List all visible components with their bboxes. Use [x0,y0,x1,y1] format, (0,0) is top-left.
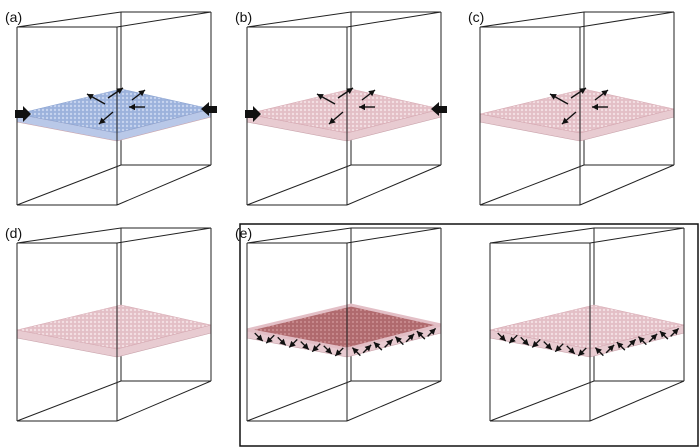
shear-arrow-up-right-2 [594,89,609,101]
box-edge-bottom-right [579,164,675,206]
edge-arrow [362,344,372,354]
edge-arrow [566,345,576,355]
atom-slab [16,304,212,358]
shear-arrow-up-left [86,93,106,105]
box-edge-bottom-left [16,164,122,206]
edge-arrow [351,347,361,357]
shear-arrow-left [592,103,608,111]
edge-arrow [670,327,680,337]
edge-arrow [323,345,333,355]
shear-arrow-up-right-1 [337,87,354,99]
edge-arrow [577,347,587,357]
edge-arrow [394,336,404,346]
edge-arrow [531,338,541,348]
box-top-face [489,227,685,244]
box-edge-bottom-right [346,164,442,206]
edge-arrow [543,341,553,351]
edge-arrow [637,336,647,346]
panel-label: (a) [5,9,22,25]
panel-b: (b) [235,9,447,206]
box-edge-bottom-left [246,164,352,206]
edge-arrow [300,341,310,351]
box-top-face [16,227,212,244]
atom-slab [489,304,685,358]
panel-d: (d) [5,225,212,422]
edge-arrow [497,332,507,342]
box-top-face [16,11,212,28]
shear-arrow-down-left [98,111,114,125]
edge-arrow [648,333,658,343]
edge-arrow [594,347,604,357]
panel-a: (a) [5,9,217,206]
edge-arrow [311,343,321,353]
shear-arrows [316,87,376,125]
shear-arrows [549,87,609,125]
shear-arrows [86,87,146,125]
edge-arrow [616,341,626,351]
edge-arrow [384,338,394,348]
panel-e-frame [239,223,699,447]
edge-arrow [627,338,637,348]
box-edge-bottom-left [489,380,595,422]
edge-arrow [508,334,518,344]
edge-arrow [520,336,530,346]
edge-arrows [497,327,680,357]
shear-arrow-down-left [328,111,344,125]
edge-arrow [416,330,426,340]
atom-slab [246,303,442,358]
shear-arrow-left [129,103,145,111]
box-edge-bottom-right [346,380,442,422]
loading-arrow-right [245,106,261,122]
edge-arrow [554,343,564,353]
panel-e-left: (e) [235,225,442,422]
shear-arrow-up-right-2 [131,89,146,101]
panel-label: (b) [235,9,252,25]
edge-arrow [254,332,264,342]
shear-arrow-left [359,103,375,111]
atom-slab [16,88,212,142]
atom-slab [479,88,675,142]
atom-slab [246,88,442,142]
panel-label: (e) [235,225,252,241]
panel-c: (c) [468,9,675,206]
edge-arrow [405,333,415,343]
edge-arrow [334,347,344,357]
shear-arrow-up-right-2 [361,89,376,101]
shear-arrow-up-left [316,93,336,105]
loading-arrows [15,102,217,122]
loading-arrows [245,102,447,122]
box-edge-bottom-right [116,164,212,206]
box-top-face [479,11,675,28]
box-edge-bottom-right [116,380,212,422]
loading-arrow-right [15,106,31,122]
shear-arrow-up-right-1 [570,87,587,99]
box-edge-bottom-left [246,380,352,422]
edge-arrow [373,341,383,351]
edge-arrow [277,336,287,346]
edge-arrows [254,327,437,357]
loading-arrow-left [431,102,447,116]
box-edge-bottom-right [589,380,685,422]
edge-arrow [427,327,437,337]
box-top-face [246,11,442,28]
box-top-face [246,227,442,244]
edge-arrow [605,344,615,354]
edge-arrow [265,334,275,344]
panel-e-right [489,227,685,422]
panel-label: (d) [5,225,22,241]
panel-label: (c) [468,9,484,25]
loading-arrow-left [201,102,217,116]
shear-arrow-down-left [561,111,577,125]
box-edge-bottom-left [16,380,122,422]
edge-arrow [288,338,298,348]
shear-arrow-up-left [549,93,569,105]
box-edge-bottom-left [479,164,585,206]
edge-arrow [659,330,669,340]
shear-arrow-up-right-1 [107,87,124,99]
